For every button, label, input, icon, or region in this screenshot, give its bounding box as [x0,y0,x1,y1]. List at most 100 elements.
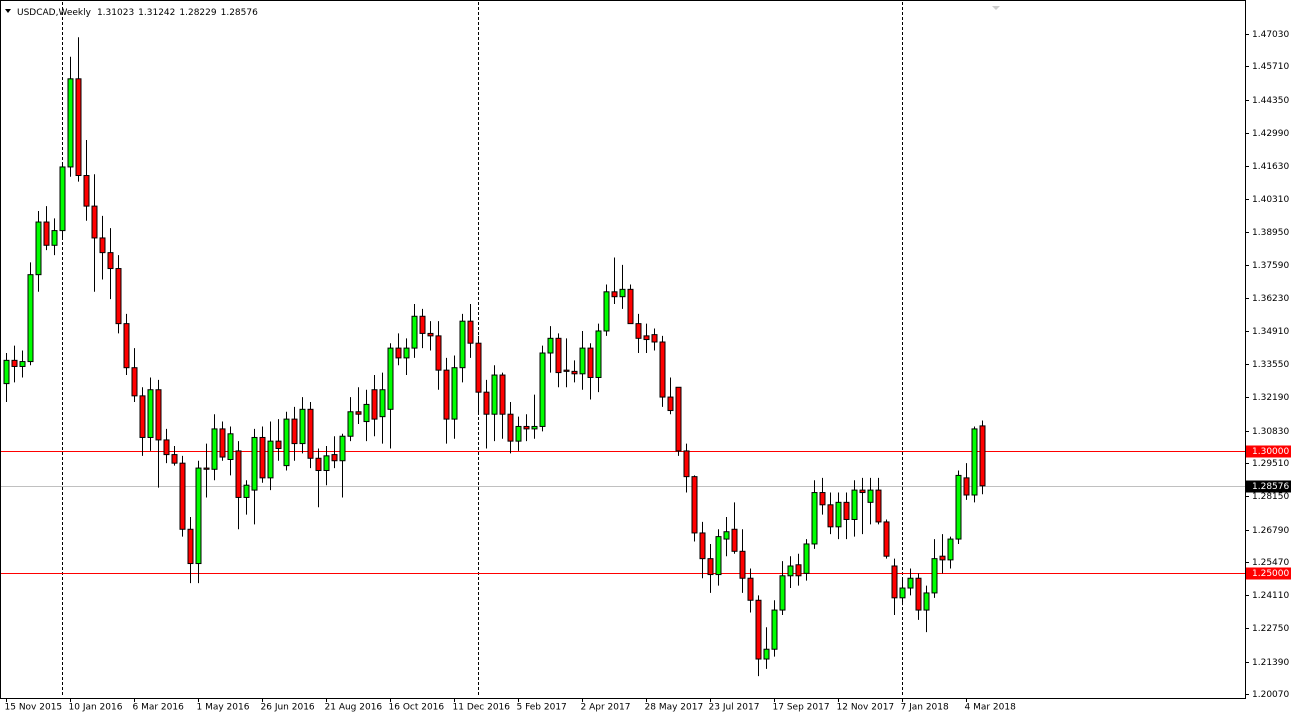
candle-body [771,609,778,650]
y-tick-label: 1.40310 [1252,195,1289,205]
y-tick-label: 1.32190 [1252,393,1289,403]
candle-body [707,558,714,576]
candle-body [531,425,538,430]
candle-body [907,577,914,589]
x-tick-label: 15 Nov 2015 [5,703,63,713]
candle-body [411,315,418,349]
candle-body [11,359,18,367]
price-label-box [1246,480,1291,493]
candle-body [283,418,290,467]
candle-body [475,342,482,393]
y-tick-label: 1.45710 [1252,62,1289,72]
candle-body [435,335,442,371]
candle-body [219,428,226,458]
candle-body [971,428,978,496]
candle-body [267,440,274,479]
candle-body [547,337,554,354]
x-tick-label: 10 Jan 2016 [69,703,123,713]
candle-body [243,484,250,498]
candle-body [507,413,514,442]
candle-body [563,369,570,372]
candle-body [587,347,594,378]
candle-body [195,467,202,565]
candle-body [115,268,122,325]
candle-body [323,455,330,472]
y-tick-label: 1.42990 [1252,129,1289,139]
chart-header: USDCAD,Weekly 1.31023 1.31242 1.28229 1.2857… [17,8,258,18]
candle-body [91,205,98,239]
candle-body [155,389,162,441]
candle-body [611,291,618,298]
candle-body [787,565,794,577]
y-tick-label: 1.28150 [1252,492,1289,502]
candle-body [379,389,386,418]
x-tick-label: 16 Oct 2016 [389,703,445,713]
x-tick-label: 5 Feb 2017 [517,703,567,713]
candle-body [19,361,26,367]
x-tick-label: 7 Jan 2018 [901,703,949,713]
candle-body [515,425,522,442]
y-tick-label: 1.22750 [1252,624,1289,634]
candle-body [643,335,650,341]
y-tick-label: 1.33550 [1252,360,1289,370]
level-label-box [1246,567,1291,580]
candle-body [555,337,562,374]
menu-icon [5,9,11,13]
y-tick-label: 1.30830 [1252,427,1289,437]
candle-body [427,332,434,337]
candle-body [83,175,90,207]
y-tick-label: 1.25470 [1252,558,1289,568]
x-tick-label: 2 Apr 2017 [581,703,631,713]
candle-body [227,433,234,460]
level-label-box [1246,445,1291,458]
candle-body [211,428,218,470]
close-price: 1.28576 [221,8,258,18]
y-tick-label: 1.20070 [1252,690,1289,700]
candle-body [523,425,530,430]
candle-body [315,457,322,472]
candle-body [659,341,666,398]
candle-body [451,367,458,420]
candle-body [595,330,602,378]
candle-body [731,528,738,552]
y-tick-label: 1.41630 [1252,162,1289,172]
level-label: 1.25000 [1252,569,1289,579]
candle-body [275,440,282,449]
candle-body [27,274,34,363]
candle-body [107,252,114,270]
candle-body [147,389,154,438]
candle-body [3,359,10,385]
price-label: 1.28576 [1252,482,1289,492]
candle-body [371,389,378,420]
candle-body [955,474,962,540]
candle-body [683,450,690,478]
x-tick-label: 21 Aug 2016 [325,703,383,713]
candle-body [739,550,746,579]
candle-body [827,504,834,528]
candle-body [875,489,882,523]
candle-body [291,418,298,445]
y-tick-label: 1.34910 [1252,327,1289,337]
candle-body [187,528,194,565]
candle-body [395,347,402,359]
symbol: USDCAD,Weekly [17,8,92,18]
candle-body [139,395,146,438]
candle-body [779,575,786,611]
shift-marker [992,6,1000,10]
candle-body [619,288,626,298]
candle-body [795,564,802,577]
x-tick-label: 17 Sep 2017 [773,703,830,713]
candle-body [803,543,810,574]
candle-body [251,436,258,491]
candle-body [35,221,42,276]
candle-body [459,320,466,369]
candle-body [651,334,658,343]
candle-body [715,536,722,576]
candle-body [339,435,346,462]
y-tick-label: 1.29510 [1252,459,1289,469]
candle-body [755,599,762,660]
candle-body [923,592,930,611]
candle-body [123,323,130,369]
